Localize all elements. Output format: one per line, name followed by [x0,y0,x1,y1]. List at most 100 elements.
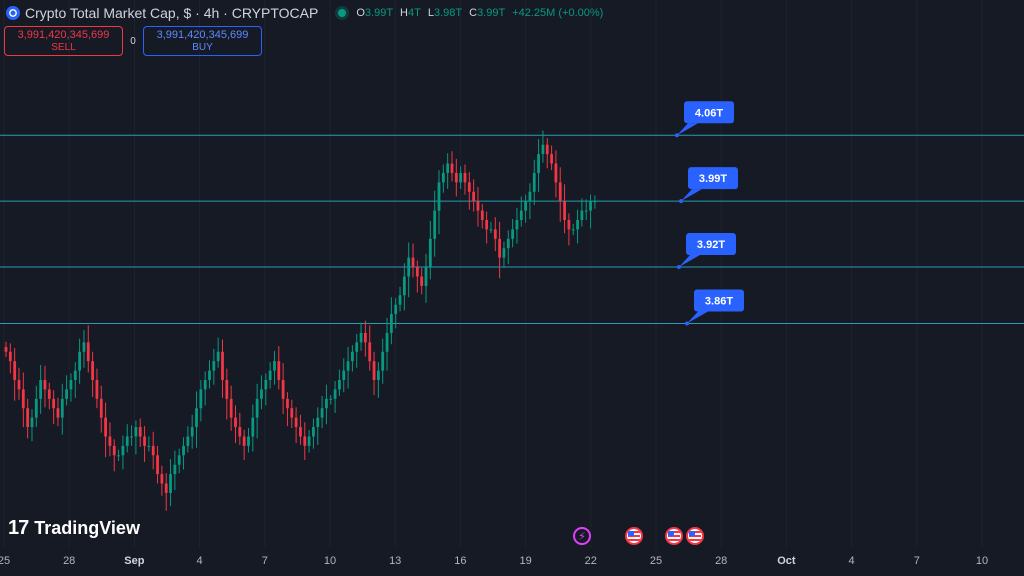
candle [467,172,471,210]
candle [299,414,302,445]
candle [39,364,43,414]
x-tick-label: 28 [63,555,76,567]
candle [571,223,575,236]
ohlc-close-label: C [469,7,478,19]
market-status-icon[interactable] [338,9,347,17]
ohlc-change: +42.25M (+0.00%) [512,7,604,19]
candle [355,333,359,368]
x-tick-label: Oct [777,555,796,567]
sell-price: 3,991,420,345,699 [17,28,110,41]
time-axis[interactable]: 25 28 Sep 4 7 10 13 16 19 22 25 28 Oct 4 7 10 [0,548,1024,576]
level-callout[interactable]: 4.06T [675,101,734,138]
level-label: 3.86T [705,296,733,308]
candle [30,409,34,442]
candle [489,221,493,234]
candle [558,167,562,222]
candle [17,367,21,400]
candle [576,209,579,244]
candle [563,184,566,234]
x-tick-label: 22 [584,555,597,567]
candle [511,219,515,248]
us-flag-icon[interactable] [625,527,643,545]
x-tick-label: 25 [0,555,11,567]
candle [238,412,242,445]
candle [138,418,142,447]
ohlc-low-value: 3.98T [433,7,463,19]
candle [177,448,181,474]
candle [329,395,333,405]
candle [264,373,268,406]
trade-panel: 3,991,420,345,699 SELL 0 3,991,420,345,6… [4,26,262,56]
level-lines [0,134,1024,325]
candle [320,396,324,428]
candle [528,183,532,220]
candle [99,385,103,433]
candle [195,391,198,448]
level-callout[interactable]: 3.86T [685,289,744,326]
candle [389,297,393,345]
candle [498,221,502,279]
candle [212,348,216,385]
candle [493,217,497,252]
x-tick-label: 4 [196,555,203,567]
candle [169,459,172,507]
sell-label: SELL [51,41,76,53]
ohlc-high-label: H [400,7,408,19]
candle [251,404,255,452]
symbol-title[interactable]: Crypto Total Market Cap, $ · 4h · CRYPTO… [25,5,319,21]
candle [372,351,376,396]
candle [454,158,458,197]
candle [34,385,38,428]
level-label: 4.06T [695,107,723,119]
candle [376,362,380,398]
candle [125,424,129,453]
tradingview-watermark[interactable]: 17 TradingView [8,517,140,540]
candle [537,139,540,192]
candle [411,243,415,278]
candle [95,368,99,409]
candle [368,325,372,371]
sell-button[interactable]: 3,991,420,345,699 SELL [4,26,123,56]
candle [441,164,445,193]
candle [208,360,211,389]
x-tick-label: 16 [454,555,467,567]
candle [268,362,272,389]
candles [4,130,597,511]
candle [43,365,47,408]
candle [515,207,519,244]
candle [294,407,298,444]
crypto-symbol-icon[interactable] [6,6,20,20]
candle [255,383,259,439]
us-flag-icon[interactable] [686,527,704,545]
candle [91,351,94,397]
candle [307,429,311,453]
candle [47,382,51,410]
us-flag-icon[interactable] [665,527,683,545]
candle [424,253,428,303]
candle [69,373,73,402]
candle [381,338,385,384]
buy-price: 3,991,420,345,699 [156,28,249,41]
candle [260,375,263,410]
candle [415,260,419,293]
candle [52,390,56,425]
candle [584,199,588,220]
lightning-icon[interactable]: ⚡ [573,527,591,545]
candle [346,347,350,389]
candle [121,435,125,470]
candle [580,198,584,227]
tradingview-logo-icon: 17 [8,517,29,539]
x-tick-label: 10 [323,555,337,567]
x-tick-label: 25 [649,555,663,567]
candle [203,371,207,406]
level-callout[interactable]: 3.92T [677,233,736,270]
candle [480,204,484,229]
candle [550,145,553,171]
candle [312,418,315,449]
grid [3,0,983,548]
buy-button[interactable]: 3,991,420,345,699 BUY [143,26,262,56]
level-callout[interactable]: 3.99T [679,167,738,204]
candle [472,179,476,212]
